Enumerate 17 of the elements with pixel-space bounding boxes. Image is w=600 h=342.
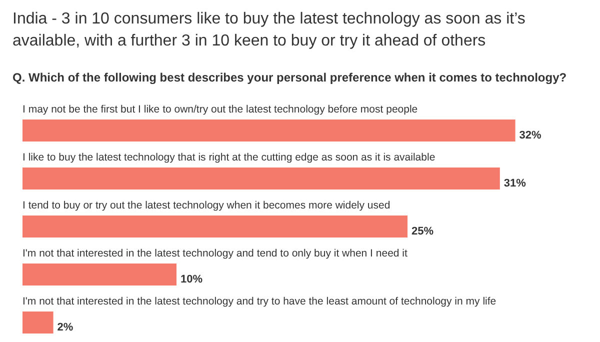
y-tick-label: I'm not that interested in the latest technology and try to have the least amount of technology in my life	[22, 296, 496, 308]
y-tick-label: I may not be the first but I like to own/try out the latest technology before most people	[22, 104, 418, 116]
data-label: 25%	[412, 226, 434, 238]
y-tick-label: I like to buy the latest technology that is right at the cutting edge as soon as it is available	[22, 152, 436, 164]
data-label: 10%	[180, 274, 203, 286]
bar	[22, 120, 516, 142]
bar	[22, 264, 176, 286]
bar	[22, 312, 54, 334]
data-label: 2%	[57, 322, 74, 334]
chart-subtitle: Q. Which of the following best describes your personal preference when it comes to technology?	[12, 70, 567, 84]
y-tick-label: I'm not that interested in the latest technology and tend to only buy it when I need it	[22, 248, 408, 260]
data-label: 31%	[504, 178, 526, 190]
bar	[22, 216, 408, 238]
bar	[22, 168, 500, 190]
y-tick-label: I tend to buy or try out the latest technology when it becomes more widely used	[22, 200, 390, 212]
chart-title: India - 3 in 10 consumers like to buy the latest technology as soon as it’s available, with a further 3 in 10 keen to buy or try it ahead of others	[12, 10, 526, 50]
data-label: 32%	[519, 130, 542, 142]
